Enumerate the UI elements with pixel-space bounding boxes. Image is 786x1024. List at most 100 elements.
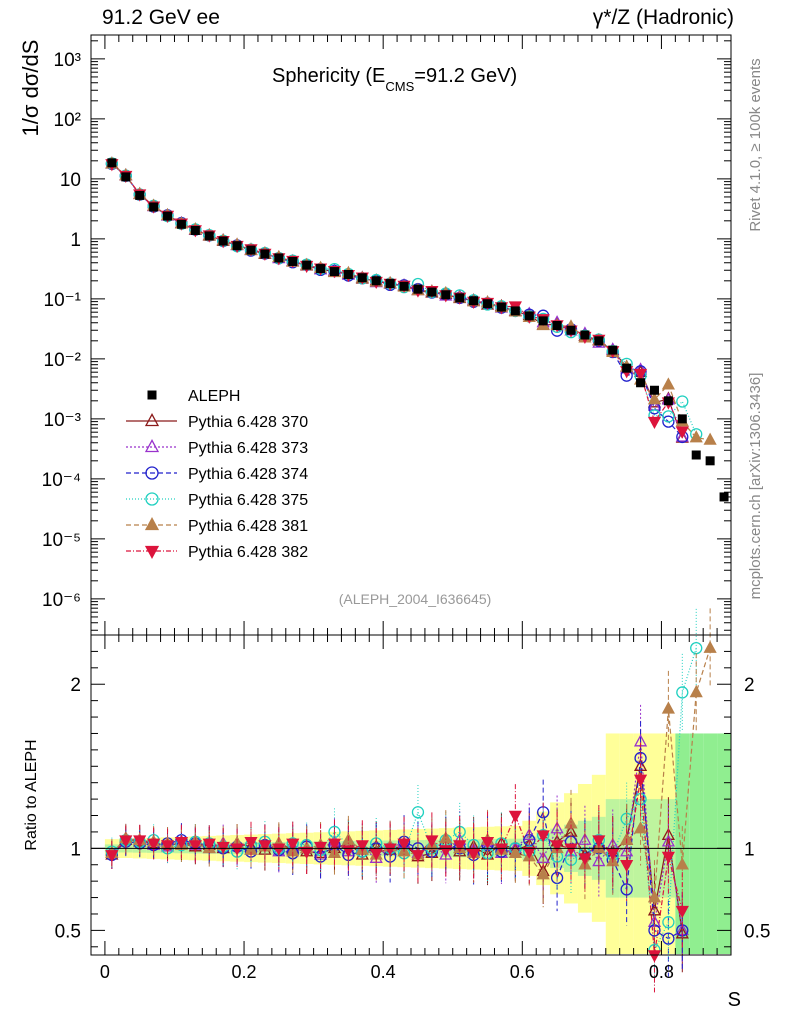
y-tick-label: 10⁻³ <box>44 410 82 431</box>
data-point <box>135 190 145 200</box>
series-point <box>676 395 689 408</box>
data-point <box>663 396 673 406</box>
ratio-point <box>147 838 161 851</box>
ratio-point <box>327 838 342 851</box>
ratio-point <box>647 890 662 903</box>
ratio-point <box>676 686 689 699</box>
ratio-point <box>620 859 634 873</box>
ratio-point <box>564 843 578 856</box>
ratio-point <box>508 845 522 859</box>
data-point <box>316 264 326 274</box>
data-point <box>399 281 409 291</box>
y-tick-label: 10⁻¹ <box>44 290 82 311</box>
ratio-tick-label-right: 0.5 <box>744 921 770 942</box>
ratio-point <box>230 843 244 856</box>
series-point <box>689 430 703 443</box>
ratio-point <box>425 835 439 848</box>
ratio-point <box>313 841 328 855</box>
ratio-point <box>244 836 258 850</box>
rivet-version-label: Rivet 4.1.0, ≥ 100k events <box>747 58 764 231</box>
header-left-label: 91.2 GeV ee <box>102 6 220 29</box>
x-tick-label: 0.8 <box>649 962 674 982</box>
ratio-point <box>620 883 633 896</box>
data-point <box>260 249 270 259</box>
ratio-point <box>133 835 147 848</box>
data-point <box>691 450 701 460</box>
data-point <box>510 306 520 316</box>
data-point <box>385 279 395 289</box>
data-point <box>441 290 451 300</box>
x-tick-label: 0.6 <box>510 962 535 982</box>
data-point <box>232 241 242 251</box>
ratio-point <box>675 857 689 870</box>
ratio-point <box>536 830 550 843</box>
series-point <box>662 415 675 428</box>
ratio-point <box>160 840 175 853</box>
ratio-point <box>188 840 202 853</box>
ratio-point <box>480 836 495 850</box>
data-point <box>427 287 437 297</box>
ratio-point <box>633 821 648 834</box>
x-tick-label: 0.2 <box>232 962 257 982</box>
series-point <box>675 429 689 442</box>
data-point <box>163 211 173 221</box>
series-point <box>703 432 717 445</box>
stat-band-yellow <box>689 733 704 954</box>
legend-label: Pythia 6.428 381 <box>188 518 308 535</box>
ratio-tick-label-right: 2 <box>744 675 755 696</box>
data-point <box>496 302 506 312</box>
data-markers <box>105 156 729 993</box>
mcplots-label: mcplots.cern.ch [arXiv:1306.3436] <box>747 373 764 600</box>
legend-label: Pythia 6.428 370 <box>188 414 308 431</box>
data-point <box>371 276 381 286</box>
ratio-point <box>258 840 272 853</box>
ratio-axis-label: Ratio to ALEPH <box>23 739 40 850</box>
ratio-point <box>494 843 509 856</box>
data-point <box>190 225 200 235</box>
y-tick-label: 10⁻² <box>44 350 82 371</box>
legend-marker <box>145 492 159 506</box>
ratio-point <box>369 848 383 861</box>
legend-marker <box>144 439 160 453</box>
ratio-point <box>355 840 369 853</box>
ratio-point <box>550 840 564 853</box>
ratio-tick-label-left: 2 <box>70 675 81 696</box>
data-point <box>288 256 298 266</box>
data-point <box>302 260 312 270</box>
legend-marker <box>145 466 159 480</box>
ratio-point <box>522 827 536 840</box>
legend-label: Pythia 6.428 375 <box>188 492 308 509</box>
ratio-point <box>522 846 536 860</box>
legend-label: Pythia 6.428 382 <box>188 544 308 561</box>
legend-marker <box>144 413 160 427</box>
y-tick-label: 10³ <box>54 50 81 71</box>
ratio-point <box>411 806 425 819</box>
y-tick-label: 1 <box>70 230 81 251</box>
ratio-point <box>105 850 119 863</box>
data-point <box>608 345 618 355</box>
ratio-point <box>286 838 300 851</box>
chart-title: Sphericity (ECMS=91.2 GeV) <box>272 65 517 94</box>
data-point <box>552 320 562 330</box>
data-point <box>636 378 646 388</box>
y-tick-label: 10⁻⁵ <box>42 530 81 551</box>
legend-marker <box>147 390 157 400</box>
legend-label: Pythia 6.428 373 <box>188 440 308 457</box>
data-point <box>176 219 186 229</box>
ratio-point <box>536 867 550 880</box>
data-point <box>649 385 659 395</box>
data-point <box>566 325 576 335</box>
ratio-point <box>300 846 314 860</box>
series-point <box>661 377 675 390</box>
ratio-point <box>202 838 216 851</box>
ratio-point <box>397 838 411 851</box>
ratio-point <box>592 835 606 848</box>
legend-marker <box>144 517 160 531</box>
data-point <box>329 267 339 277</box>
ratio-point <box>647 950 662 963</box>
data-point <box>413 284 423 294</box>
data-point <box>594 336 604 346</box>
data-point <box>274 253 284 263</box>
ratio-point <box>661 851 675 864</box>
